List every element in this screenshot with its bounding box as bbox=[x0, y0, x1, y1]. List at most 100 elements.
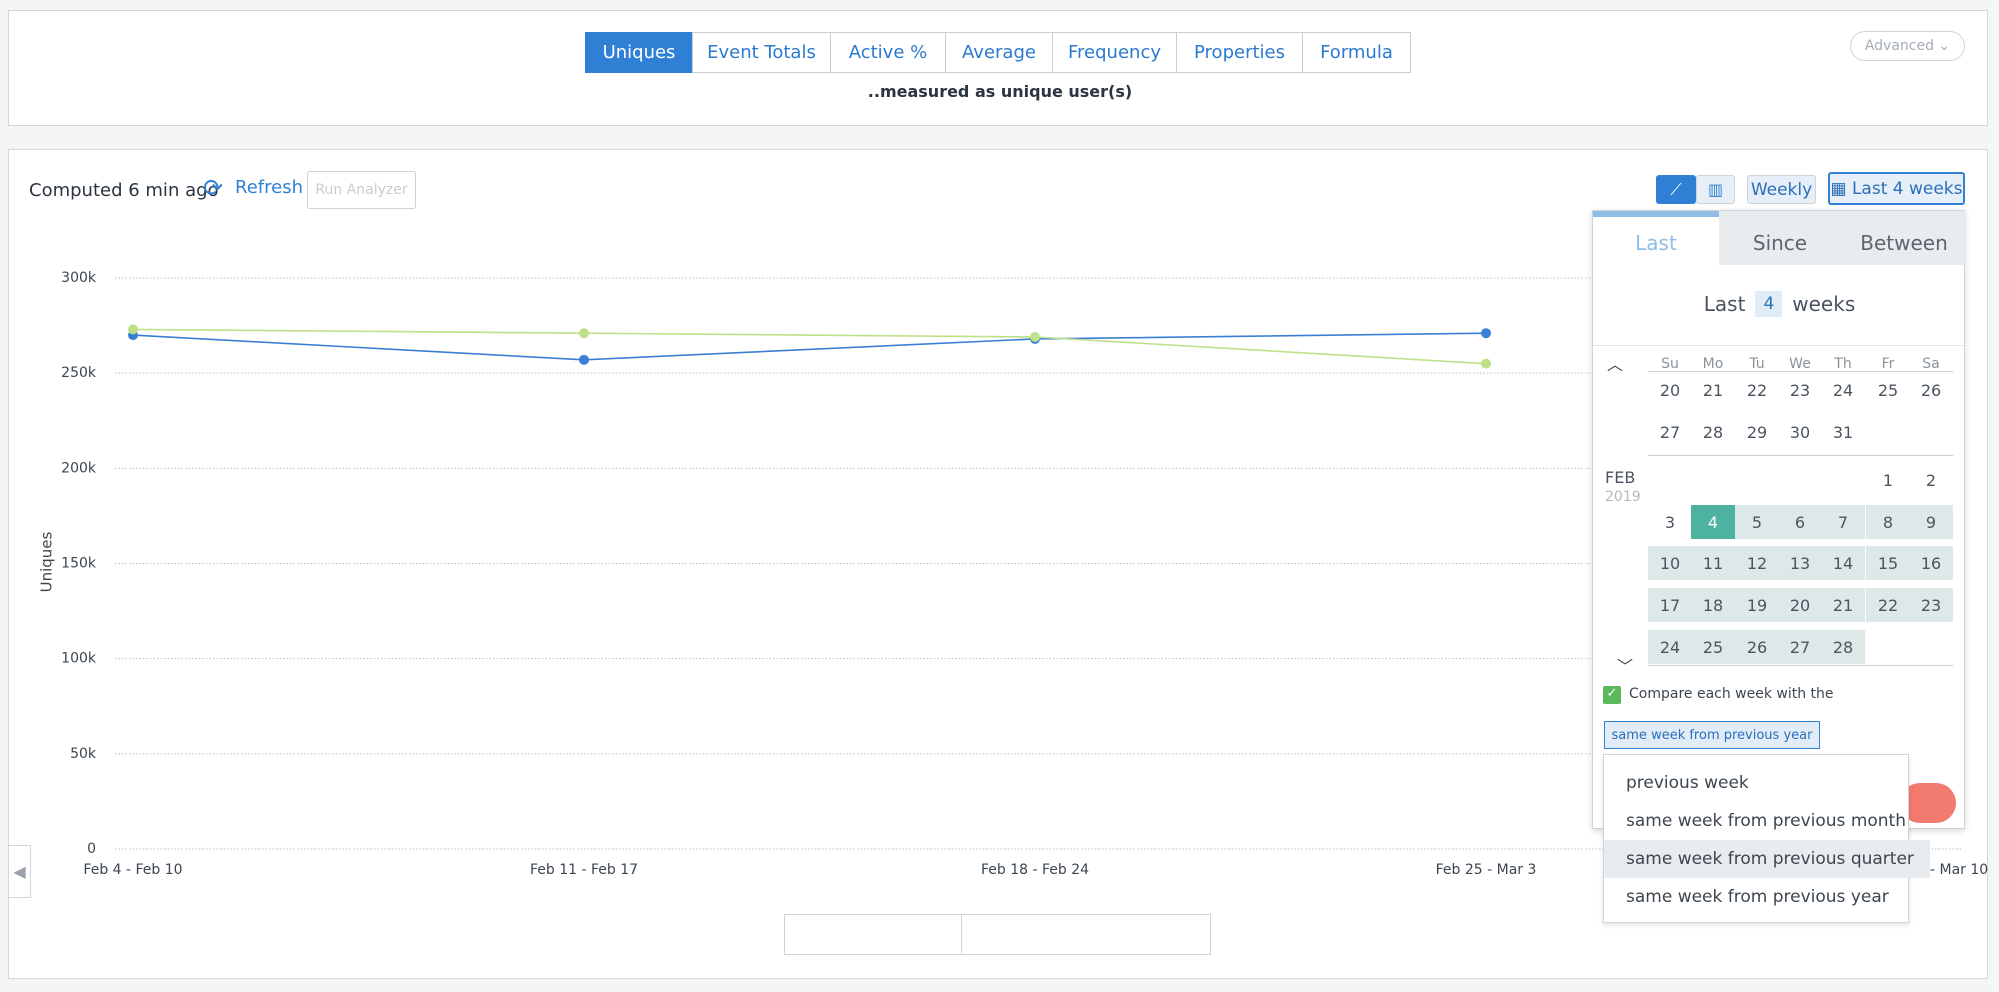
calendar-day[interactable]: 11 bbox=[1691, 546, 1735, 580]
calendar-day[interactable]: 25 bbox=[1877, 380, 1899, 400]
calendar-day[interactable]: 28 bbox=[1702, 422, 1724, 442]
calendar-day[interactable]: 10 bbox=[1648, 546, 1692, 580]
range-button[interactable]: ▦ Last 4 weeks bbox=[1828, 172, 1965, 205]
picker-tab[interactable]: Since bbox=[1752, 231, 1808, 255]
compare-select[interactable]: same week from previous year bbox=[1604, 721, 1820, 749]
data-point bbox=[128, 324, 138, 335]
calendar-day[interactable]: 24 bbox=[1832, 380, 1854, 400]
calendar-day[interactable]: 20 bbox=[1659, 380, 1681, 400]
legend-divider bbox=[961, 915, 962, 954]
run-analyzer-button[interactable]: Run Analyzer bbox=[307, 171, 416, 209]
data-point bbox=[1481, 358, 1491, 369]
calendar-day[interactable]: 2 bbox=[1925, 470, 1937, 490]
picker-tab-indicator bbox=[1593, 211, 1719, 217]
y-tick-label: 250k bbox=[61, 365, 97, 381]
picker-tab[interactable]: Last bbox=[1635, 231, 1677, 255]
y-axis-label: Uniques bbox=[38, 531, 56, 592]
weekday: Sa bbox=[1922, 356, 1940, 372]
compare-option[interactable]: same week from previous year bbox=[1626, 887, 1889, 907]
calendar-day[interactable]: 26 bbox=[1920, 380, 1942, 400]
calendar-day[interactable]: 28 bbox=[1821, 630, 1865, 664]
measure-tab[interactable]: Properties bbox=[1176, 32, 1303, 73]
calendar-day[interactable]: 20 bbox=[1778, 588, 1822, 622]
calendar-day[interactable]: 25 bbox=[1691, 630, 1735, 664]
data-point bbox=[579, 328, 589, 339]
weekday: Th bbox=[1834, 356, 1852, 372]
calendar-day[interactable]: 21 bbox=[1821, 588, 1865, 622]
compare-option[interactable]: same week from previous quarter bbox=[1604, 840, 1930, 878]
calendar-day[interactable]: 27 bbox=[1659, 422, 1681, 442]
compare-label: Compare each week with the bbox=[1629, 686, 1834, 702]
calendar-rule bbox=[1648, 665, 1953, 666]
data-point bbox=[1030, 332, 1040, 343]
compare-checkbox[interactable]: ✓ bbox=[1603, 686, 1621, 704]
calendar-day[interactable]: 17 bbox=[1648, 588, 1692, 622]
calendar-month: FEB bbox=[1605, 468, 1636, 487]
calendar-day[interactable]: 8 bbox=[1866, 505, 1910, 539]
range-label: Last 4 weeks bbox=[1851, 178, 1963, 199]
measure-tab[interactable]: Event Totals bbox=[692, 32, 831, 73]
calendar-day[interactable]: 12 bbox=[1735, 546, 1779, 580]
calendar-day[interactable]: 7 bbox=[1821, 505, 1865, 539]
compare-option[interactable]: previous week bbox=[1626, 773, 1749, 793]
interval-button[interactable]: Weekly bbox=[1747, 175, 1816, 204]
calendar-day[interactable]: 13 bbox=[1778, 546, 1822, 580]
line-chart-toggle[interactable]: ⟋ bbox=[1656, 175, 1696, 204]
calendar-day[interactable]: 30 bbox=[1789, 422, 1811, 442]
calendar-down[interactable]: ﹀ bbox=[1617, 657, 1634, 676]
y-tick-label: 300k bbox=[61, 270, 97, 286]
calendar-day[interactable]: 16 bbox=[1909, 546, 1953, 580]
calendar-day[interactable]: 27 bbox=[1778, 630, 1822, 664]
refresh-link[interactable]: Refresh bbox=[235, 177, 303, 198]
x-tick-label: Feb 4 - Feb 10 bbox=[83, 862, 182, 878]
calendar-day[interactable]: 15 bbox=[1866, 546, 1910, 580]
calendar-day[interactable]: 21 bbox=[1702, 380, 1724, 400]
measure-tab[interactable]: Frequency bbox=[1052, 32, 1177, 73]
separator bbox=[1593, 345, 1966, 346]
last-unit: weeks bbox=[1792, 292, 1856, 316]
measure-tab[interactable]: Active % bbox=[830, 32, 946, 73]
advanced-label: Advanced bbox=[1864, 38, 1934, 54]
bar-chart-toggle[interactable]: ▥ bbox=[1696, 175, 1735, 204]
calendar-day[interactable]: 3 bbox=[1664, 512, 1676, 532]
last-prefix: Last bbox=[1703, 292, 1746, 316]
calendar-day[interactable]: 31 bbox=[1832, 422, 1854, 442]
compare-dropdown: previous week same week from previous mon… bbox=[1603, 754, 1930, 923]
compare-option[interactable]: same week from previous month bbox=[1626, 811, 1906, 831]
calendar-up[interactable]: ︿ bbox=[1607, 355, 1624, 374]
calendar-day[interactable]: 4 bbox=[1691, 505, 1735, 539]
calendar-day[interactable]: 23 bbox=[1909, 588, 1953, 622]
calendar-year: 2019 bbox=[1605, 489, 1641, 505]
measure-subtitle: ..measured as unique user(s) bbox=[867, 82, 1133, 101]
measure-tab[interactable]: Formula bbox=[1302, 32, 1411, 73]
calendar-day[interactable]: 29 bbox=[1746, 422, 1768, 442]
calendar-day[interactable]: 19 bbox=[1735, 588, 1779, 622]
apply-button[interactable] bbox=[1900, 783, 1956, 823]
measure-tab[interactable]: Average bbox=[945, 32, 1053, 73]
calendar-day[interactable]: 22 bbox=[1746, 380, 1768, 400]
calendar-day[interactable]: 22 bbox=[1866, 588, 1910, 622]
computed-text: Computed 6 min ago bbox=[29, 180, 219, 201]
calendar-day[interactable]: 24 bbox=[1648, 630, 1692, 664]
date-picker: Last 4 weeks ︿ ﹀ FEB 2019 ✓ Compare each… bbox=[1592, 210, 1966, 829]
calendar-day[interactable]: 5 bbox=[1735, 505, 1779, 539]
calendar-day[interactable]: 23 bbox=[1789, 380, 1811, 400]
x-tick-label: Feb 11 - Feb 17 bbox=[530, 862, 638, 878]
calendar-day[interactable]: 6 bbox=[1778, 505, 1822, 539]
last-row: Last 4 weeks bbox=[1593, 291, 1966, 317]
scroll-left[interactable]: ◀ bbox=[8, 845, 31, 898]
calendar-rule bbox=[1648, 371, 1953, 372]
picker-tab[interactable]: Between bbox=[1860, 231, 1948, 255]
series-line bbox=[132, 328, 1487, 365]
y-tick-label: 50k bbox=[70, 746, 97, 762]
calendar-day[interactable]: 1 bbox=[1882, 470, 1894, 490]
advanced-button[interactable]: Advanced ⌄ bbox=[1850, 31, 1965, 61]
calendar-day[interactable]: 14 bbox=[1821, 546, 1865, 580]
calendar-day[interactable]: 18 bbox=[1691, 588, 1735, 622]
calendar-day[interactable]: 9 bbox=[1909, 505, 1953, 539]
refresh-icon[interactable]: ⟳ bbox=[203, 174, 224, 202]
calendar-day[interactable]: 26 bbox=[1735, 630, 1779, 664]
last-count[interactable]: 4 bbox=[1755, 291, 1783, 317]
measure-tab[interactable]: Uniques bbox=[585, 32, 693, 73]
